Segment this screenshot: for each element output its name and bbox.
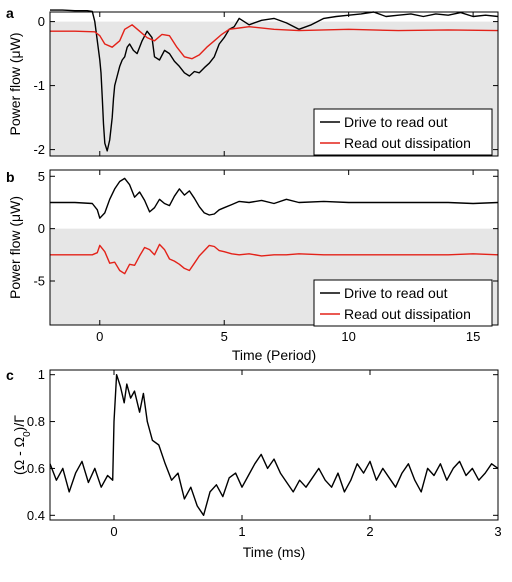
legend-entry: Drive to read out [344, 114, 448, 130]
y-tick-label: 5 [38, 169, 45, 184]
x-tick-label: 2 [366, 524, 373, 539]
plot-frame [49, 11, 499, 157]
legend-entry: Read out dissipation [344, 135, 471, 151]
panel-b: -5 0 5 0 5 10 15 Time (Period) Power flow (μW) b D… [6, 169, 499, 363]
y-tick-label: 0.4 [27, 508, 45, 523]
y-axis-label-subscript: 0 [22, 431, 33, 437]
series-line-drive-to-read-out [50, 177, 499, 219]
series-line-read-out-dissipation [50, 24, 499, 60]
series-line-drive-to-read-out [50, 9, 499, 152]
x-tick-label: 1 [238, 524, 245, 539]
x-tick-label: 0 [110, 524, 117, 539]
y-tick-label: -2 [33, 142, 45, 157]
x-axis-label: Time (Period) [232, 347, 316, 363]
series-line-read-out-dissipation [50, 243, 499, 275]
y-tick-label: 0 [38, 14, 45, 29]
x-tick-label: 5 [221, 329, 228, 344]
panel-label: a [6, 5, 14, 21]
plot-frame [49, 169, 499, 326]
x-tick-label: 15 [466, 329, 480, 344]
y-tick-label: -1 [33, 78, 45, 93]
x-tick-label: 3 [494, 524, 501, 539]
y-tick-label: -5 [33, 274, 45, 289]
legend: Drive to read out Read out dissipation [313, 279, 493, 327]
legend-box [313, 279, 493, 327]
x-tick-label: 10 [341, 329, 355, 344]
legend-entry: Drive to read out [344, 285, 448, 301]
y-tick-label: 0.8 [27, 414, 45, 429]
panel-label: b [6, 169, 15, 185]
legend: Drive to read out Read out dissipation [313, 108, 493, 156]
x-axis-label: Time (ms) [243, 544, 305, 560]
y-axis-label: Power flow (μW) [7, 33, 23, 136]
x-tick-label: 0 [96, 329, 103, 344]
legend-box [313, 108, 493, 156]
y-tick-label: 0 [38, 221, 45, 236]
panel-label: c [6, 367, 14, 383]
y-axis-label: Power flow (μW) [7, 196, 23, 299]
y-tick-label: 0.6 [27, 461, 45, 476]
legend-entry: Read out dissipation [344, 306, 471, 322]
y-tick-label: 1 [38, 367, 45, 382]
panel-a: -2 -1 0 Power flow (μW) a Drive to read out Re… [6, 5, 499, 157]
plot-frame [49, 369, 499, 521]
series-line-trace [49, 374, 499, 516]
